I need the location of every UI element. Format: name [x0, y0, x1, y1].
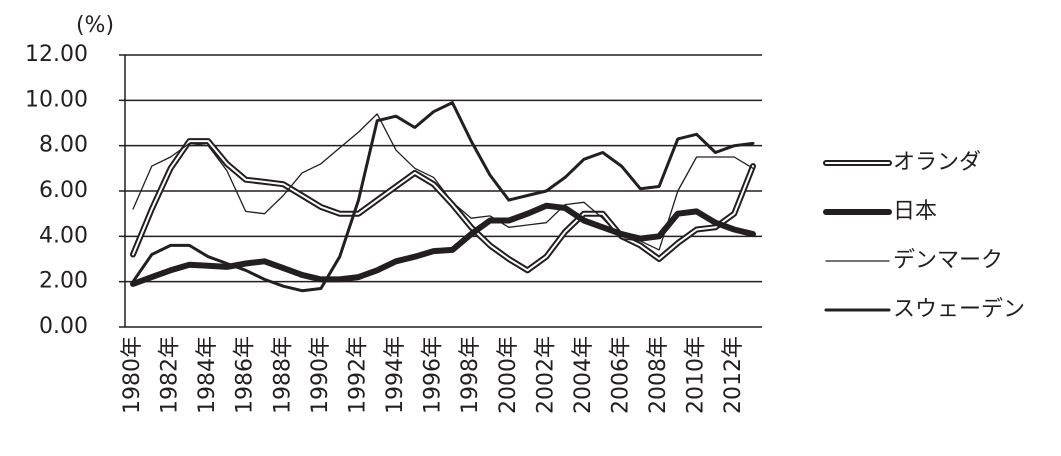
y-tick-label: 4.00	[39, 223, 88, 248]
x-tick-label: 2010年	[684, 336, 709, 414]
y-tick-label: 0.00	[39, 314, 88, 339]
x-tick-label: 1988年	[270, 336, 295, 414]
x-tick-label: 2006年	[608, 336, 633, 414]
series-line	[131, 101, 755, 293]
x-tick-label: 1982年	[158, 336, 183, 414]
series-line	[132, 113, 754, 251]
x-tick-label: 2002年	[533, 336, 558, 414]
y-tick-label: 10.00	[25, 87, 88, 112]
x-tick-label: 1986年	[233, 336, 258, 414]
x-tick-label: 1996年	[421, 336, 446, 414]
y-tick-label: 12.00	[25, 42, 88, 67]
legend-label: 日本	[893, 199, 937, 224]
y-tick-label: 8.00	[39, 133, 88, 158]
x-tick-label: 2000年	[496, 336, 521, 414]
series-line	[130, 202, 756, 287]
x-tick-label: 2004年	[571, 336, 596, 414]
x-tick-label: 2012年	[721, 336, 746, 414]
x-tick-label: 1984年	[195, 336, 220, 414]
y-tick-label: 2.00	[39, 269, 88, 294]
y-tick-label: 6.00	[39, 178, 88, 203]
x-tick-label: 1980年	[120, 336, 145, 414]
x-tick-label: 1990年	[308, 336, 333, 414]
legend-label: オランダ	[893, 150, 981, 175]
x-tick-label: 1998年	[458, 336, 483, 414]
y-unit-label: (%)	[76, 13, 114, 38]
series-line-inner	[132, 140, 754, 272]
legend-label: スウェーデン	[893, 297, 1025, 322]
x-tick-label: 2008年	[646, 336, 671, 414]
x-tick-label: 1992年	[345, 336, 370, 414]
x-tick-label: 1994年	[383, 336, 408, 414]
legend-label: デンマーク	[893, 248, 1003, 273]
